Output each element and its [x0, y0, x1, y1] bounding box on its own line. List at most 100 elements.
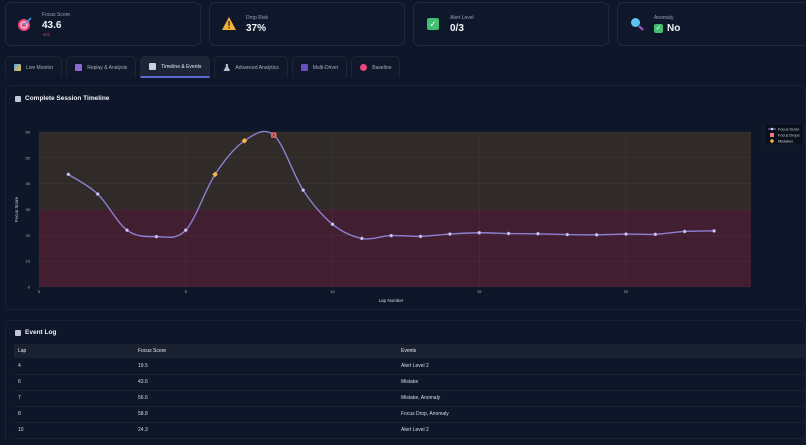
tab-label: Timeline & Events	[161, 63, 202, 70]
data-point[interactable]	[95, 192, 100, 196]
tab-advanced-analytics[interactable]: Advanced Analytics	[214, 56, 288, 78]
metric-anomaly: Anomaly ✓ No	[617, 2, 806, 46]
legend-focus-score[interactable]: Focus Score	[778, 127, 799, 131]
column-header-lap[interactable]: Lap	[14, 344, 134, 358]
flask-icon	[223, 64, 231, 71]
metric-value-wrap: ✓ No	[654, 23, 680, 34]
table-row: 8 58.8 Focus Drop, Anomaly	[14, 406, 806, 423]
timeline-panel: Complete Session Timeline 0 10 20 30 40 50 60 0…	[5, 85, 806, 310]
data-point[interactable]	[389, 233, 394, 238]
tab-bar: Live Monitor Replay & Analysis Timeline …	[5, 56, 401, 78]
metric-value: No	[667, 22, 681, 34]
data-point[interactable]	[682, 229, 687, 234]
data-point[interactable]	[330, 222, 335, 227]
column-header-focus-score[interactable]: Focus Score	[134, 344, 397, 358]
x-tick-label: 5	[185, 289, 188, 294]
x-axis-title: Lap Number	[379, 298, 404, 303]
event-log-panel: Event Log Lap Focus Score Events 4 19.5 Al…	[5, 320, 806, 445]
table-row: 10 24.3 Alert Level 2	[14, 422, 806, 439]
metric-label: Drop Risk	[246, 14, 268, 21]
check-icon: ✓	[424, 15, 442, 33]
metrics-row: Focus Score 43.6 -6.6 Drop Risk 37% ✓ Al…	[5, 2, 806, 46]
data-point[interactable]	[565, 232, 570, 237]
tab-multi-driver[interactable]: Multi-Driver	[291, 56, 348, 78]
tab-label: Baseline	[372, 64, 392, 71]
cell-events: Focus Drop, Anomaly	[397, 406, 806, 423]
timeline-chart[interactable]: 0 10 20 30 40 50 60 0 5 10 15 20 Lap Number Focus Sco…	[6, 86, 806, 311]
tab-label: Live Monitor	[26, 64, 54, 71]
data-point[interactable]	[66, 172, 71, 177]
data-point[interactable]	[183, 228, 188, 233]
cell-events: Alert Level 2	[397, 358, 806, 375]
metric-value: 37%	[246, 22, 267, 34]
tab-label: Replay & Analysis	[87, 64, 128, 71]
cell-lap: 4	[14, 358, 134, 375]
magnifier-icon	[628, 15, 646, 33]
table-row: 4 19.5 Alert Level 2	[14, 358, 806, 375]
target-icon	[16, 15, 34, 33]
check-icon: ✓	[654, 23, 663, 33]
data-point[interactable]	[477, 230, 482, 235]
metric-drop-risk: Drop Risk 37%	[209, 2, 405, 46]
legend-focus-drops[interactable]: Focus Drops	[778, 133, 800, 137]
data-point[interactable]	[125, 228, 129, 233]
target-icon	[360, 64, 368, 71]
tab-baseline[interactable]: Baseline	[351, 56, 401, 78]
y-tick-label: 10	[26, 259, 31, 264]
cell-focus-score: 43.6	[134, 374, 397, 391]
metric-label: Focus Score	[42, 11, 71, 18]
metric-value: 0/3	[450, 22, 464, 34]
column-header-events[interactable]: Events	[397, 344, 806, 358]
threshold-band	[39, 209, 751, 287]
x-tick-label: 0	[38, 289, 41, 294]
warning-icon	[220, 15, 238, 33]
cell-lap: 6	[14, 374, 134, 391]
metric-label: Alert Level	[450, 14, 474, 21]
cell-focus-score: 58.8	[134, 406, 397, 423]
panel-title-text: Complete Session Timeline	[25, 95, 110, 102]
tab-timeline-events[interactable]: Timeline & Events	[140, 56, 211, 78]
y-tick-label: 20	[26, 233, 31, 238]
tab-live-monitor[interactable]: Live Monitor	[5, 56, 63, 78]
chart-legend: Focus Score Focus Drops Mistakes	[764, 123, 804, 146]
cell-lap: 8	[14, 406, 134, 423]
metric-label: Anomaly	[654, 14, 674, 21]
table-header-row: Lap Focus Score Events	[14, 344, 806, 358]
legend-mistakes[interactable]: Mistakes	[778, 139, 793, 143]
panel-title-text: Event Log	[25, 329, 57, 336]
event-log-table: Lap Focus Score Events 4 19.5 Alert Level …	[14, 344, 806, 439]
cell-focus-score: 56.6	[134, 390, 397, 407]
cell-events: Mistake	[397, 374, 806, 391]
data-point[interactable]	[594, 232, 599, 237]
chart-icon	[14, 64, 21, 71]
clipboard-icon	[15, 329, 21, 336]
tab-label: Multi-Driver	[312, 64, 339, 71]
metric-value: 43.6	[42, 19, 62, 31]
mistake-marker[interactable]	[212, 171, 218, 178]
x-tick-label: 10	[330, 289, 335, 294]
table-row: 6 43.6 Mistake	[14, 374, 806, 391]
cell-events: Mistake, Anomaly	[397, 390, 806, 407]
y-tick-label: 60	[26, 130, 31, 135]
data-point[interactable]	[418, 234, 423, 239]
data-point[interactable]	[448, 232, 452, 236]
mistake-marker[interactable]	[241, 137, 248, 144]
data-point[interactable]	[712, 229, 716, 233]
data-point[interactable]	[506, 231, 511, 236]
data-point[interactable]	[360, 236, 364, 241]
metric-alert-level: ✓ Alert Level 0/3	[413, 2, 609, 46]
y-tick-label: 30	[26, 207, 31, 212]
data-point[interactable]	[154, 234, 159, 239]
event-log-title: Event Log	[15, 329, 56, 336]
data-point[interactable]	[653, 232, 658, 237]
data-point[interactable]	[301, 188, 305, 192]
y-tick-label: 50	[26, 155, 31, 160]
cell-lap: 10	[14, 422, 134, 439]
users-icon	[300, 64, 308, 71]
cell-lap: 7	[14, 390, 134, 407]
data-point[interactable]	[536, 231, 540, 236]
tab-replay-analysis[interactable]: Replay & Analysis	[66, 56, 137, 78]
data-point[interactable]	[624, 232, 628, 236]
y-tick-label: 0	[28, 285, 31, 290]
table-row: 7 56.6 Mistake, Anomaly	[14, 390, 806, 407]
